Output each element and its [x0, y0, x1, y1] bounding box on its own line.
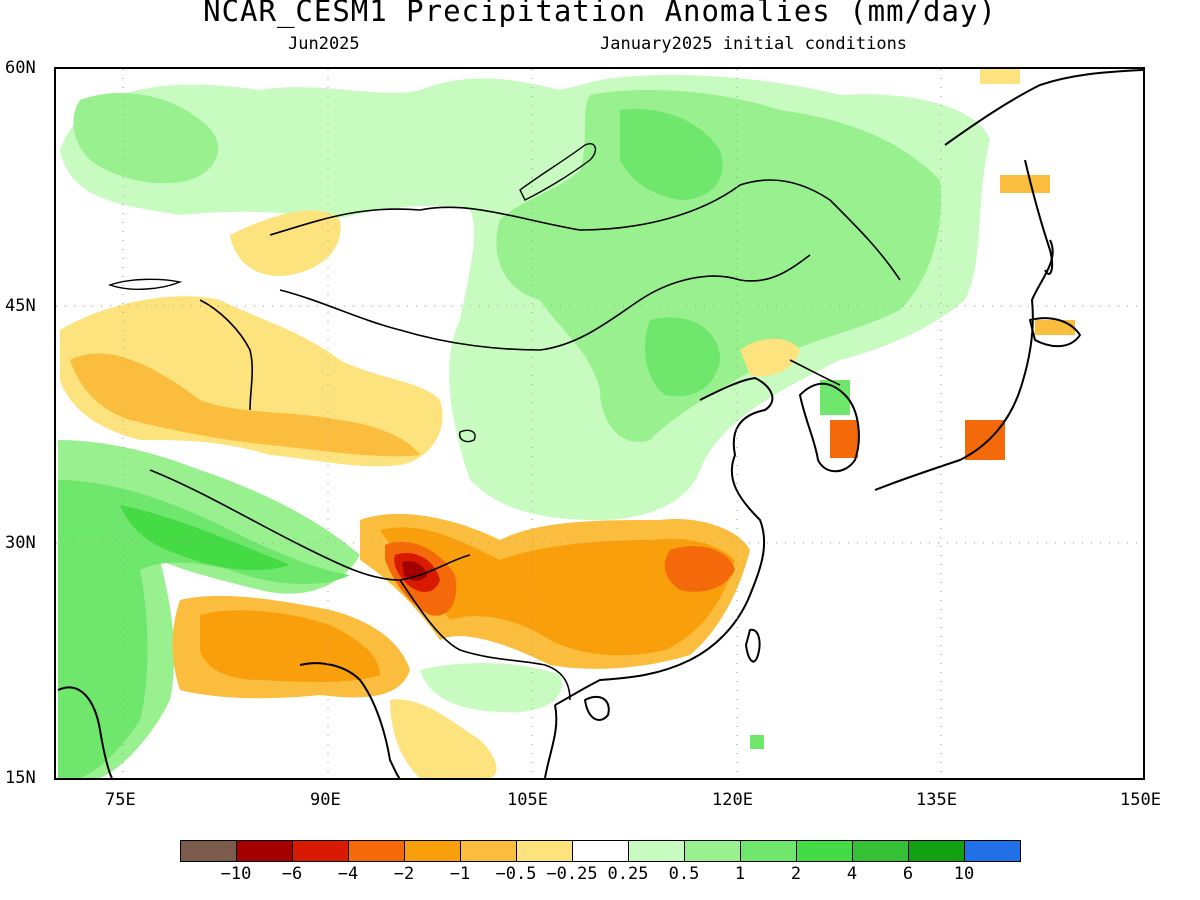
wet-anomaly-korea: [820, 380, 850, 415]
country-borders: [149, 179, 901, 701]
dry-anomaly-korea: [830, 420, 858, 458]
precip-anomaly-map: [56, 69, 1143, 778]
coastline-hainan: [584, 695, 610, 721]
border-northeast-china-korea: [789, 359, 841, 386]
dry-anomaly-burma: [390, 699, 497, 778]
colorbar-label: 1: [734, 864, 746, 884]
dry-anomaly-tarim-inner: [70, 353, 420, 457]
colorbar-bin: [236, 840, 293, 862]
colorbar-label: −1: [449, 864, 471, 884]
lakes: [107, 143, 597, 443]
lat-label-60n: 60N: [5, 58, 36, 78]
colorbar-label: −2: [393, 864, 415, 884]
coastline-indochina: [544, 704, 558, 778]
colorbar-bin: [180, 840, 237, 862]
dry-anomaly-north-china: [740, 338, 800, 377]
colorbar-bin: [964, 840, 1021, 862]
lat-label-30n: 30N: [5, 533, 36, 553]
colorbar-bin: [740, 840, 797, 862]
dry-anomaly-layer: [60, 69, 1075, 778]
valid-month: Jun2025: [288, 34, 360, 54]
wet-anomaly-himalaya-inner: [58, 480, 350, 778]
coastline-korea: [799, 382, 860, 473]
lon-label-90e: 90E: [310, 790, 341, 810]
border-mongolia-china: [279, 254, 811, 351]
colorbar-label: 4: [846, 864, 858, 884]
border-mongolia-russia: [269, 179, 901, 281]
map-panel: [54, 67, 1145, 780]
dry-anomaly-ganges-inner: [200, 610, 380, 683]
colorbar-bin: [460, 840, 517, 862]
lake-qinghai: [459, 429, 476, 443]
colorbar-bin: [516, 840, 573, 862]
coastline-bay-of-bengal: [299, 662, 401, 778]
colorbar-label: 0.25: [607, 864, 649, 884]
wet-anomaly-baikal-west: [73, 92, 219, 184]
colorbar-label: −0.25: [546, 864, 598, 884]
colorbar-label: 10: [953, 864, 975, 884]
wet-anomaly-layer: [58, 75, 990, 778]
lon-label-75e: 75E: [105, 790, 136, 810]
colorbar-bin: [292, 840, 349, 862]
coastline-china: [554, 377, 774, 706]
wet-anomaly-northeast-china: [620, 109, 723, 200]
colorbar-label: 2: [790, 864, 802, 884]
coastline-hokkaido: [1029, 317, 1081, 348]
colorbar-label: −4: [337, 864, 359, 884]
colorbar-bin: [404, 840, 461, 862]
colorbar-bin: [908, 840, 965, 862]
initial-conditions: January2025 initial conditions: [600, 34, 908, 54]
lon-label-135e: 135E: [916, 790, 957, 810]
coastline-siberia: [944, 69, 1143, 146]
coastline-taiwan: [745, 628, 761, 663]
lake-baikal: [519, 143, 597, 201]
border-kazakhstan-china: [199, 299, 253, 411]
colorbar-label: −10: [220, 864, 252, 884]
lon-label-150e: 150E: [1120, 790, 1161, 810]
lake-balkhash: [107, 278, 183, 290]
border-himalaya: [149, 469, 471, 581]
wet-anomaly-indochina: [420, 663, 562, 713]
colorbar-bin: [628, 840, 685, 862]
colorbar-bin: [796, 840, 853, 862]
dry-anomaly-south-china-inner: [380, 527, 735, 656]
lat-label-15n: 15N: [5, 768, 36, 788]
wet-anomaly-himalaya-core: [120, 505, 290, 571]
coastline-japan: [874, 239, 1054, 491]
border-china-southeast-asia: [399, 579, 571, 701]
dry-anomaly-hokkaido: [1035, 320, 1075, 335]
lat-label-45n: 45N: [5, 296, 36, 316]
lon-label-120e: 120E: [712, 790, 753, 810]
wet-anomaly-north-plain: [645, 317, 720, 397]
colorbar-bin: [852, 840, 909, 862]
colorbar-bin: [572, 840, 629, 862]
coastline-sakhalin: [1024, 159, 1054, 275]
dry-anomaly-sakhalin: [1000, 175, 1050, 193]
map-title: NCAR_CESM1 Precipitation Anomalies (mm/d…: [203, 0, 997, 28]
dry-anomaly-yunnan-peak: [402, 560, 427, 581]
lon-label-105e: 105E: [507, 790, 548, 810]
colorbar-label: 6: [902, 864, 914, 884]
colorbar-label: −6: [281, 864, 303, 884]
wet-anomaly-mongolia: [496, 90, 941, 442]
dry-anomaly-okhotsk: [980, 69, 1020, 84]
colorbar-bin: [684, 840, 741, 862]
colorbar-label: 0.5: [668, 864, 700, 884]
colorbar-label: −0.5: [495, 864, 537, 884]
colorbar-bin: [348, 840, 405, 862]
dry-anomaly-kazakh: [230, 210, 341, 276]
coastlines: [57, 69, 1143, 778]
coastline-india: [57, 686, 113, 778]
wet-anomaly-taiwan: [750, 735, 764, 749]
dry-anomaly-yangtze-core: [664, 546, 735, 592]
